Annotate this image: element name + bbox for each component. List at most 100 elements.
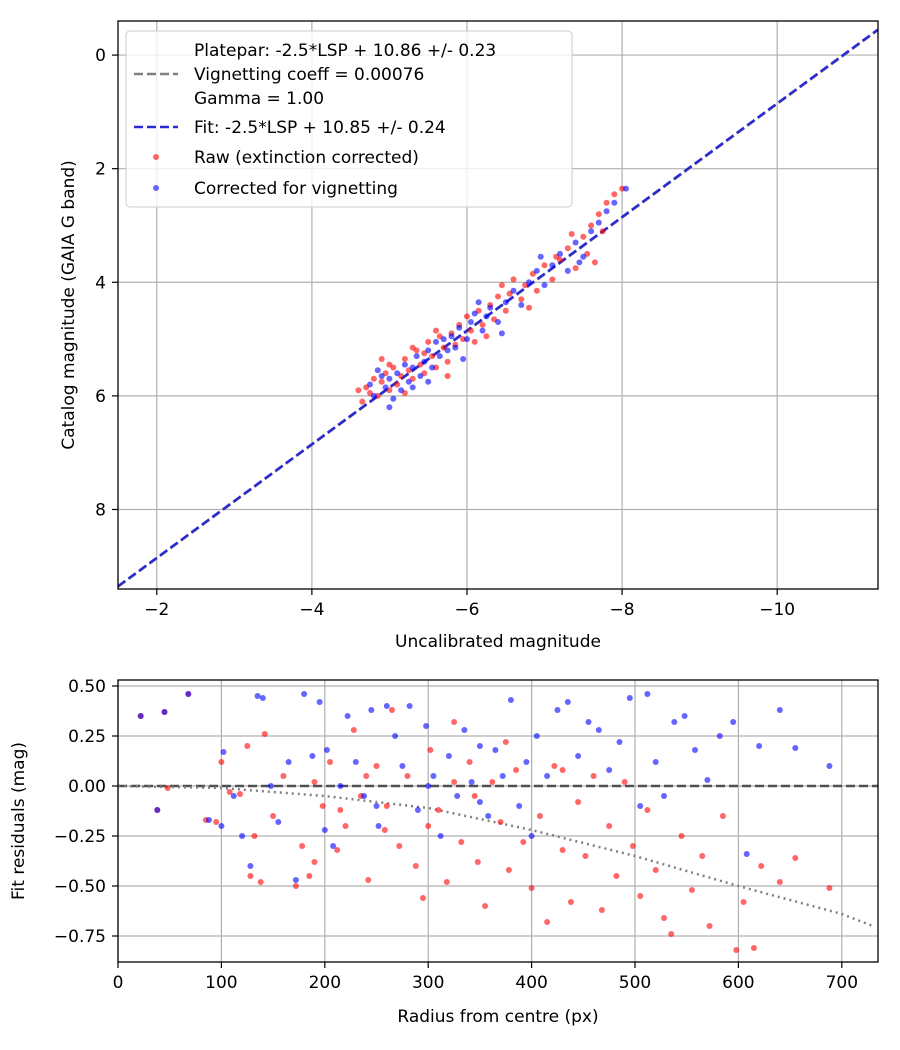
legend: Platepar: -2.5*LSP + 10.86 +/- 0.23 Vign…: [125, 30, 573, 208]
legend-vignetting-label: Vignetting coeff = 0.00076: [194, 65, 424, 85]
corrected-point: [585, 719, 592, 725]
raw-point: [433, 327, 439, 334]
corrected-point: [275, 819, 282, 825]
corrected-point: [495, 319, 501, 325]
top-data-points: [355, 185, 629, 411]
corrected-point: [390, 395, 397, 402]
corrected-point: [454, 793, 461, 799]
raw-point: [435, 807, 442, 813]
raw-point: [603, 199, 610, 206]
corrected-point: [564, 267, 571, 274]
corrected-point: [436, 353, 443, 360]
raw-point: [383, 803, 390, 809]
x-tick-label: 600: [722, 973, 754, 993]
raw-point: [420, 895, 426, 901]
corrected-point: [476, 799, 483, 805]
raw-point: [251, 833, 258, 839]
raw-point: [425, 823, 432, 829]
x-tick-label: −4: [299, 600, 324, 620]
raw-point: [467, 327, 474, 334]
corrected-point: [392, 733, 399, 739]
corrected-point: [344, 713, 351, 719]
bottom-x-axis-label: Radius from centre (px): [397, 1007, 598, 1027]
raw-point: [425, 338, 432, 345]
top-x-axis-label: Uncalibrated magnitude: [395, 632, 601, 652]
raw-point: [261, 731, 268, 737]
bottom-y-axis-label: Fit residuals (mag): [9, 742, 29, 900]
corrected-point: [247, 863, 254, 869]
legend-raw-label: Raw (extinction corrected): [194, 148, 419, 168]
raw-point: [733, 947, 740, 953]
raw-point: [526, 304, 532, 311]
raw-point: [629, 843, 636, 849]
raw-point: [776, 879, 783, 885]
raw-point: [580, 233, 587, 240]
raw-point: [479, 321, 486, 328]
corrected-point: [218, 823, 225, 829]
raw-point: [544, 919, 551, 925]
raw-point: [750, 945, 757, 951]
raw-point: [363, 773, 370, 779]
raw-point: [826, 885, 833, 891]
corrected-point: [409, 384, 416, 391]
raw-point: [599, 228, 606, 235]
bottom-plot-frame: [117, 679, 879, 963]
raw-point: [213, 819, 220, 825]
raw-point: [678, 833, 685, 839]
raw-point: [429, 353, 436, 360]
raw-point: [497, 819, 504, 825]
raw-point: [502, 739, 509, 745]
y-tick-label: 2: [95, 160, 106, 180]
raw-point: [598, 907, 605, 913]
x-tick-label: 0: [113, 973, 124, 993]
corrected-point: [576, 259, 583, 266]
raw-point: [621, 779, 628, 785]
y-tick-label: 0.25: [68, 727, 106, 747]
y-tick-label: −0.25: [54, 827, 106, 847]
raw-point: [564, 245, 571, 252]
corrected-point: [479, 327, 486, 334]
corrected-point: [575, 753, 582, 759]
corrected-point: [206, 817, 212, 823]
corrected-point: [323, 747, 330, 753]
corrected-point: [502, 299, 509, 306]
corrected-point: [537, 253, 544, 260]
corrected-point: [518, 302, 525, 308]
corrected-point: [485, 813, 492, 819]
corrected-point: [423, 723, 430, 729]
corrected-point: [492, 747, 499, 753]
corrected-point: [378, 373, 385, 379]
raw-point: [218, 759, 225, 765]
corrected-point: [507, 697, 514, 703]
raw-point: [505, 867, 512, 873]
top-y-axis-label: Catalog magnitude (GAIA G band): [59, 160, 79, 450]
raw-point: [270, 813, 277, 819]
raw-point: [495, 293, 501, 300]
raw-point: [637, 893, 644, 899]
corrected-point: [430, 773, 437, 779]
corrected-point: [475, 299, 482, 306]
corrected-point: [437, 833, 444, 839]
raw-point: [378, 378, 385, 385]
corrected-point: [440, 336, 447, 343]
y-tick-label: 4: [95, 273, 106, 293]
raw-point: [451, 719, 458, 725]
corrected-point: [528, 833, 535, 839]
raw-point: [359, 398, 366, 405]
corrected-point: [487, 304, 494, 311]
corrected-point: [554, 707, 561, 713]
x-tick-label: 700: [826, 973, 858, 993]
corrected-point: [498, 330, 505, 337]
raw-point: [719, 813, 726, 819]
corrected-point: [375, 823, 382, 829]
y-tick-label: −0.50: [54, 877, 106, 897]
corrected-point: [409, 364, 416, 371]
corrected-point: [292, 877, 299, 883]
corrected-point: [471, 310, 478, 317]
top-fit-lines: [117, 28, 879, 588]
corrected-point: [499, 773, 506, 779]
raw-point: [311, 859, 318, 865]
x-tick-label: −2: [144, 600, 169, 620]
